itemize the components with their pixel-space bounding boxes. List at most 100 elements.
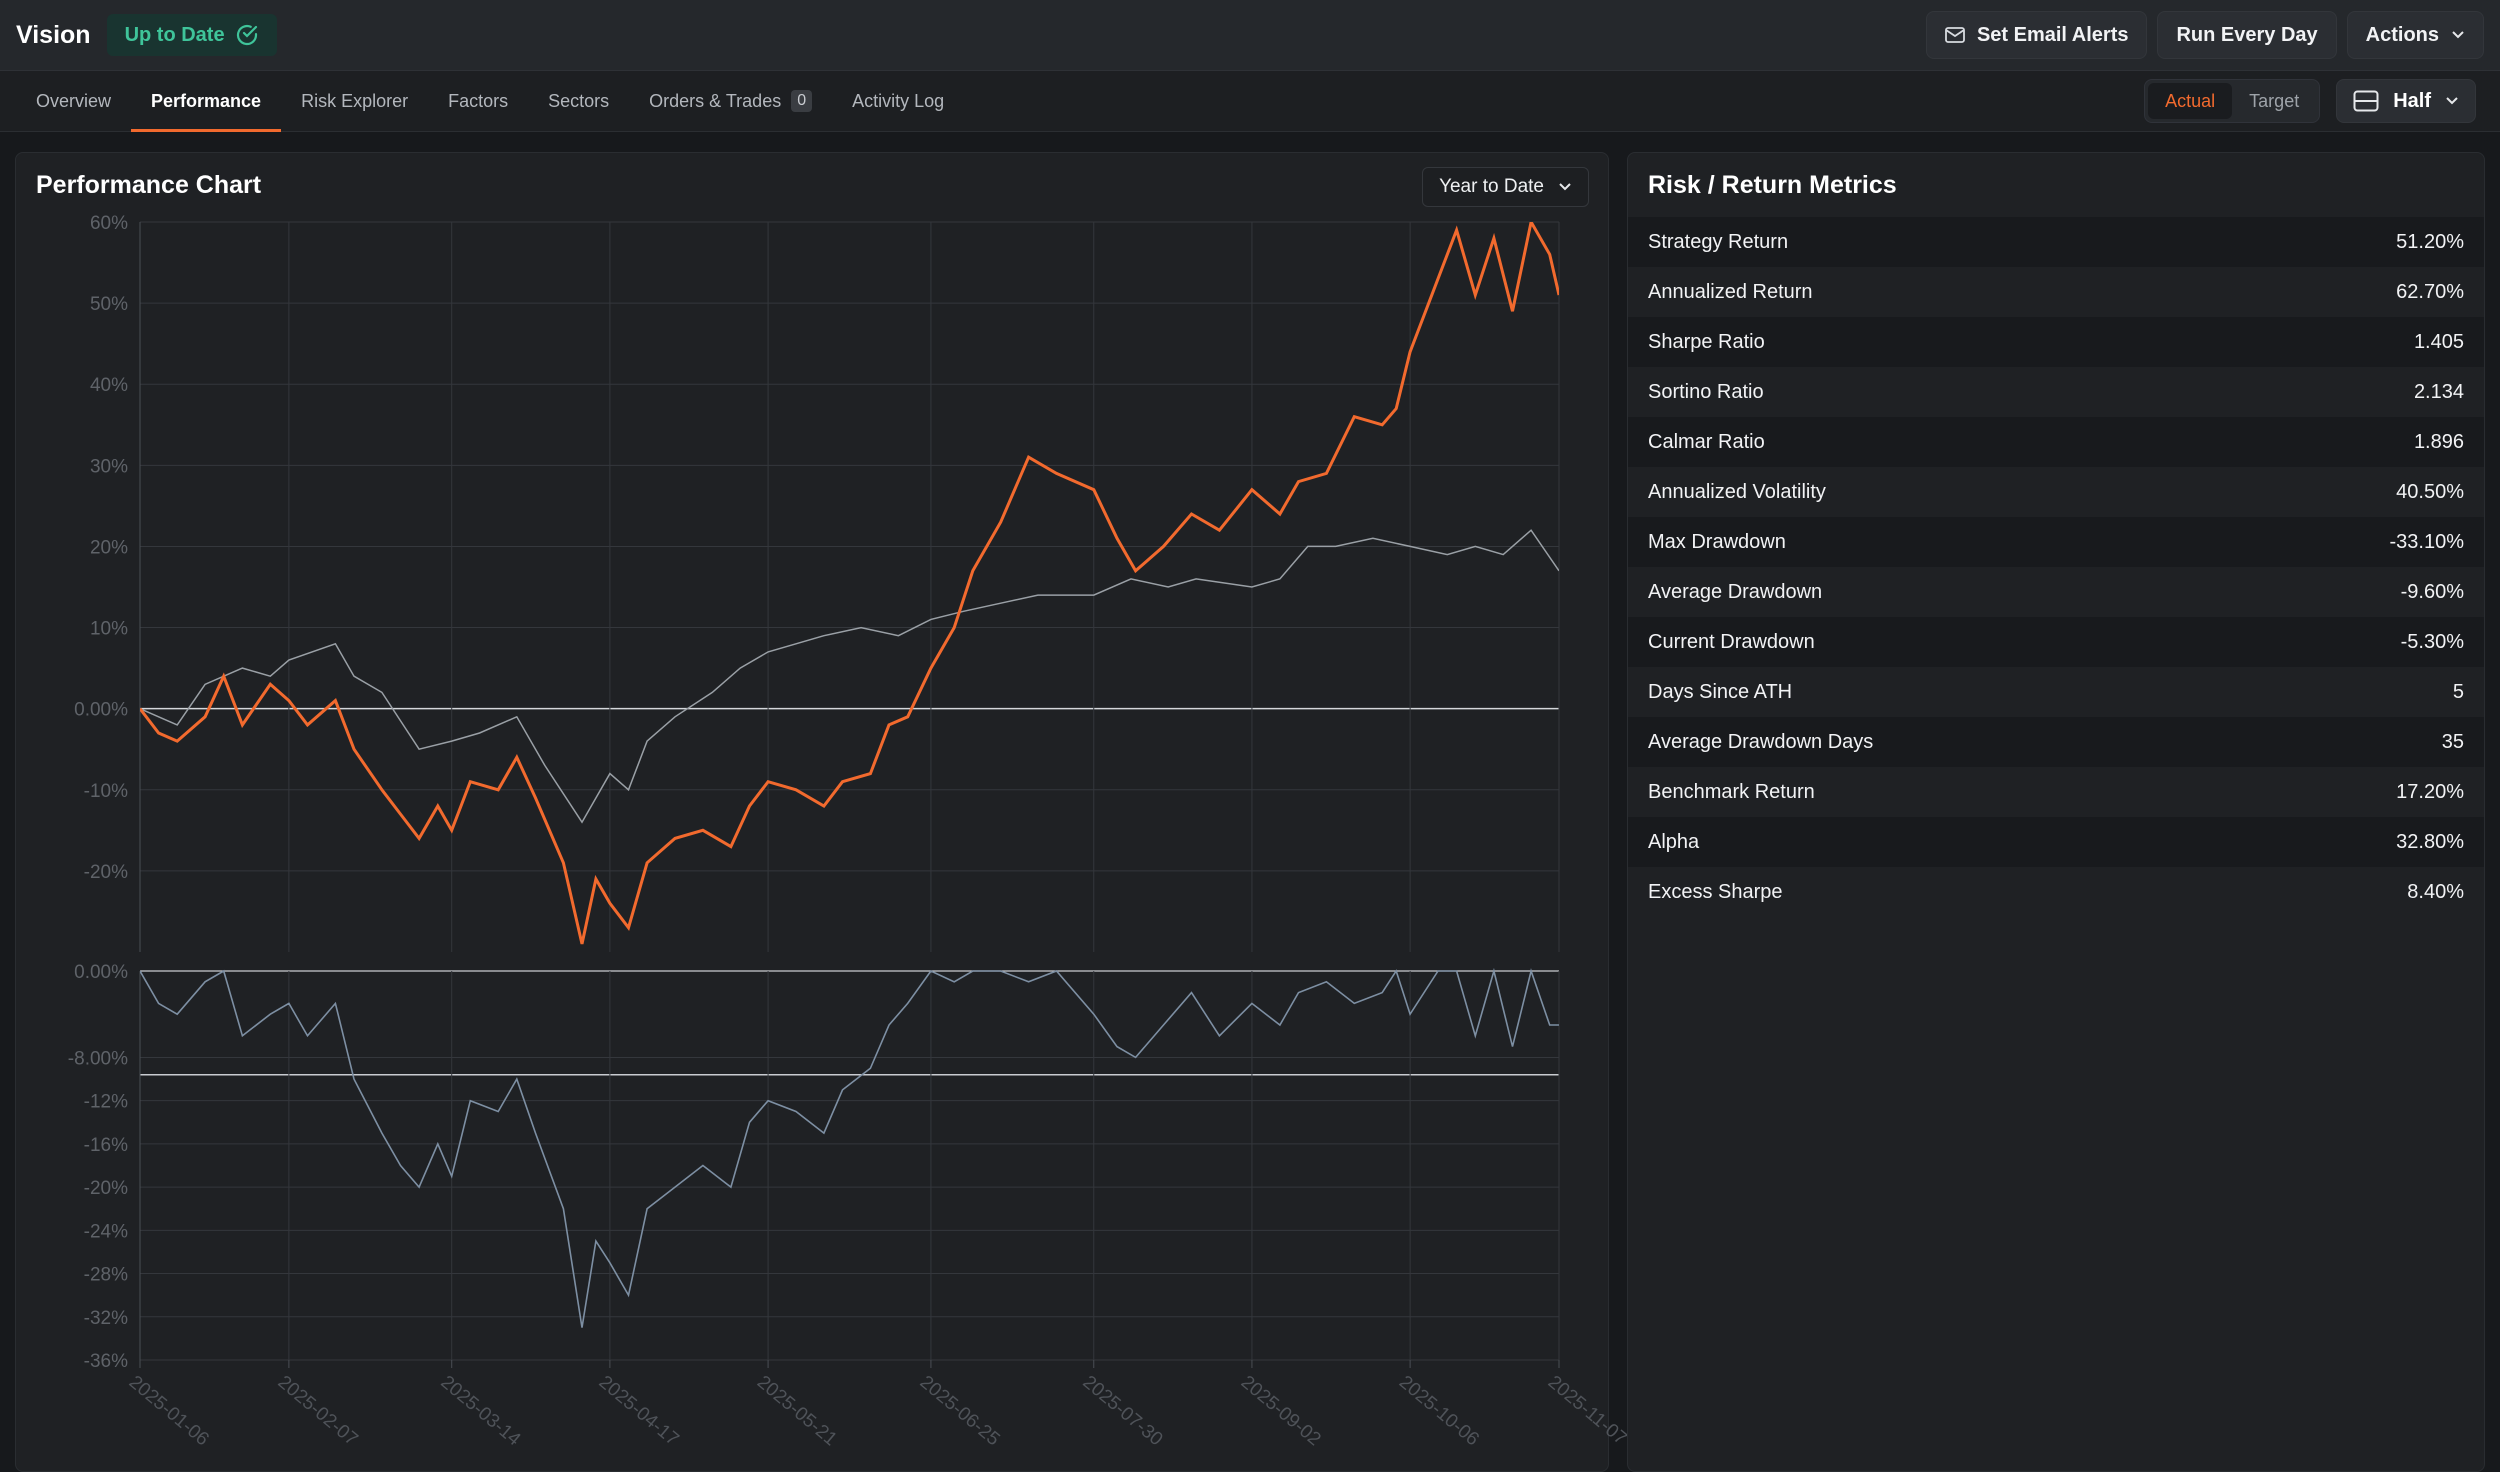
y-tick-label: 60% (90, 213, 128, 234)
y-tick-label: -36% (84, 1351, 128, 1372)
metric-row: Days Since ATH 5 (1628, 667, 2484, 717)
performance-plot-area (140, 222, 1559, 945)
run-schedule-label: Run Every Day (2176, 23, 2318, 46)
x-tick-label: 2025-09-02 (1237, 1372, 1325, 1451)
x-tick-label: 2025-07-30 (1079, 1372, 1167, 1451)
status-badge: Up to Date (106, 14, 277, 56)
date-range-select[interactable]: Year to Date (1422, 167, 1589, 207)
x-tick-label: 2025-04-17 (595, 1372, 683, 1451)
metric-value: 5 (2452, 680, 2464, 703)
tab-label: Activity Log (852, 90, 945, 111)
drawdown-series-line (140, 967, 1559, 1328)
toggle-actual[interactable]: Actual (2148, 83, 2233, 119)
chevron-down-icon (2452, 31, 2464, 39)
x-tick-label: 2025-02-07 (274, 1372, 362, 1451)
chevron-down-icon (1559, 183, 1571, 191)
tab-label: Overview (36, 90, 112, 111)
metric-label: Sharpe Ratio (1648, 330, 1765, 353)
metric-row: Current Drawdown -5.30% (1628, 617, 2484, 667)
metrics-panel-title: Risk / Return Metrics (1648, 171, 1897, 199)
drawdown-grid (139, 970, 1560, 1361)
top-actions: Set Email Alerts Run Every Day Actions (1925, 11, 2484, 59)
tab-performance[interactable]: Performance (131, 71, 282, 132)
metrics-list: Strategy Return 51.20% Annualized Return 62… (1628, 217, 2484, 917)
tab-orders-trades[interactable]: Orders & Trades 0 (629, 71, 832, 131)
metric-row: Benchmark Return 17.20% (1628, 767, 2484, 817)
check-circle-icon (236, 24, 257, 46)
set-email-alerts-button[interactable]: Set Email Alerts (1925, 11, 2148, 59)
performance-y-axis: -20% -10% 0.00% 10% 20% 30% 40% 50% 60% (74, 213, 128, 883)
metric-row: Average Drawdown -9.60% (1628, 567, 2484, 617)
mail-icon (1945, 27, 1965, 43)
y-tick-label: -24% (84, 1221, 128, 1242)
metric-label: Strategy Return (1648, 230, 1789, 253)
set-email-alerts-label: Set Email Alerts (1976, 23, 2129, 46)
metric-label: Average Drawdown (1648, 580, 1823, 603)
tab-label: Sectors (548, 90, 610, 111)
x-tick-label: 2025-05-21 (753, 1372, 841, 1451)
chevron-down-icon (2446, 97, 2458, 105)
y-tick-label: -20% (84, 862, 128, 883)
metric-row: Average Drawdown Days 35 (1628, 717, 2484, 767)
metric-value: 8.40% (2407, 880, 2464, 903)
metric-label: Days Since ATH (1648, 680, 1793, 703)
orders-count-badge: 0 (791, 90, 813, 112)
tab-overview[interactable]: Overview (16, 71, 131, 131)
app-title: Vision (16, 20, 91, 49)
actions-menu-button[interactable]: Actions (2346, 11, 2484, 59)
metric-label: Calmar Ratio (1648, 430, 1765, 453)
performance-panel: Performance Chart Year to Date (15, 152, 1609, 1472)
benchmark-series-line (140, 529, 1559, 824)
y-tick-label: -20% (84, 1178, 128, 1199)
actual-target-toggle: Actual Target (2144, 79, 2321, 123)
toggle-target[interactable]: Target (2249, 90, 2300, 111)
tab-label: Performance (151, 90, 262, 111)
tab-label: Factors (448, 90, 509, 111)
metric-value: 40.50% (2396, 480, 2464, 503)
tab-activity-log[interactable]: Activity Log (832, 71, 964, 131)
metric-row: Sortino Ratio 2.134 (1628, 367, 2484, 417)
y-tick-label: -32% (84, 1308, 128, 1329)
drawdown-y-axis: -36% -32% -28% -24% -20% -16% -12% -8.00% 0.00% (68, 962, 128, 1372)
date-range-value: Year to Date (1439, 176, 1544, 197)
metric-value: 32.80% (2396, 830, 2464, 853)
tab-bar: Overview Performance Risk Explorer Facto… (0, 71, 2500, 132)
date-x-axis: 2025-01-06 2025-02-07 2025-03-14 2025-04-17… (125, 1360, 1631, 1451)
layout-half-button[interactable]: Half (2336, 79, 2476, 123)
metric-label: Annualized Return (1648, 280, 1813, 303)
performance-panel-title: Performance Chart (36, 171, 262, 199)
metric-row: Annualized Return 62.70% (1628, 267, 2484, 317)
y-tick-label: 20% (90, 537, 128, 558)
tab-factors[interactable]: Factors (428, 71, 528, 131)
metric-row: Max Drawdown -33.10% (1628, 517, 2484, 567)
tab-label: Risk Explorer (301, 90, 409, 111)
y-tick-label: 40% (90, 375, 128, 396)
tab-risk-explorer[interactable]: Risk Explorer (281, 71, 428, 131)
metric-value: 62.70% (2396, 280, 2464, 303)
metric-value: 17.20% (2396, 780, 2464, 803)
y-tick-label: 50% (90, 294, 128, 315)
metric-label: Max Drawdown (1648, 530, 1786, 553)
y-tick-label: -12% (84, 1092, 128, 1113)
metric-value: 51.20% (2396, 230, 2464, 253)
metric-value: -5.30% (2400, 630, 2464, 653)
metric-label: Sortino Ratio (1648, 380, 1764, 403)
metric-label: Benchmark Return (1648, 780, 1815, 803)
performance-grid (139, 221, 1560, 952)
layout-half-label: Half (2393, 89, 2431, 112)
x-tick-label: 2025-01-06 (125, 1372, 213, 1451)
y-tick-label: -28% (84, 1265, 128, 1286)
y-tick-label: 30% (90, 456, 128, 477)
metric-row: Sharpe Ratio 1.405 (1628, 317, 2484, 367)
run-schedule-button[interactable]: Run Every Day (2157, 11, 2337, 59)
tab-sectors[interactable]: Sectors (528, 71, 629, 131)
actions-label: Actions (2365, 23, 2439, 46)
y-tick-label: 0.00% (74, 962, 128, 983)
y-tick-label: 0.00% (74, 700, 128, 721)
metric-row: Annualized Volatility 40.50% (1628, 467, 2484, 517)
metric-label: Annualized Volatility (1648, 480, 1826, 503)
metric-value: -9.60% (2400, 580, 2464, 603)
metric-row: Alpha 32.80% (1628, 817, 2484, 867)
strategy-series-line (140, 222, 1559, 945)
metric-label: Average Drawdown Days (1648, 730, 1874, 753)
